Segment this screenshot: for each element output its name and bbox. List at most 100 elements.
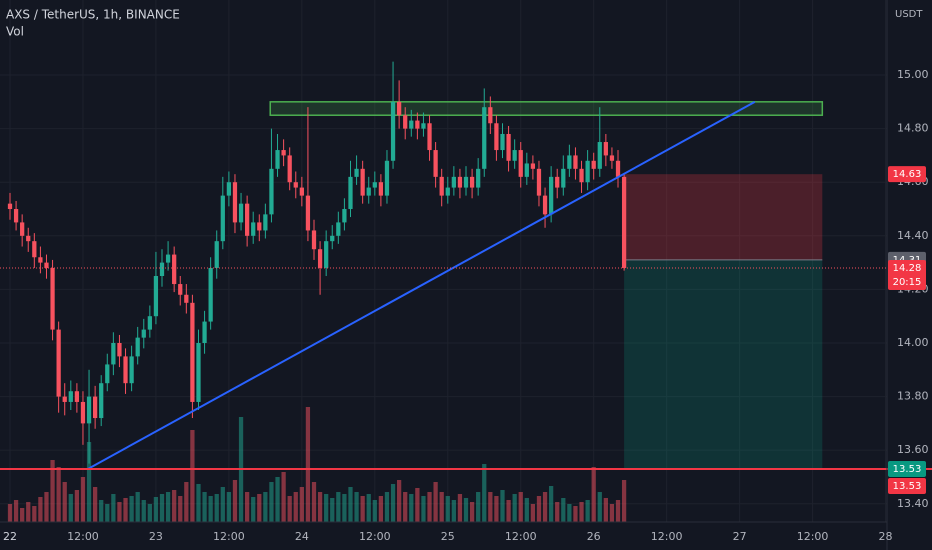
volume-bar bbox=[463, 498, 469, 522]
candle-body bbox=[488, 107, 493, 124]
volume-bar bbox=[354, 492, 359, 522]
volume-bar bbox=[293, 492, 298, 522]
candle-body bbox=[360, 168, 365, 196]
candle-body bbox=[330, 235, 335, 242]
volume-bar bbox=[220, 487, 225, 522]
volume-bar bbox=[214, 494, 219, 522]
stop-loss-zone bbox=[624, 174, 823, 260]
volume-bar bbox=[445, 496, 450, 522]
x-tick-label: 24 bbox=[295, 530, 309, 543]
volume-bar bbox=[403, 492, 408, 522]
candle-body bbox=[421, 123, 426, 129]
price-label-box bbox=[888, 460, 926, 477]
volume-bar bbox=[263, 492, 268, 522]
x-tick-label: 23 bbox=[149, 530, 163, 543]
candle-body bbox=[317, 249, 323, 268]
countdown-label: 20:15 bbox=[893, 277, 922, 288]
volume-bar bbox=[433, 482, 438, 522]
candle-body bbox=[32, 241, 37, 258]
volume-bar bbox=[281, 472, 286, 522]
volume-bar bbox=[500, 490, 505, 522]
candle-body bbox=[555, 176, 560, 188]
candle-body bbox=[105, 364, 110, 384]
volume-bar bbox=[153, 497, 159, 522]
x-tick-label: 25 bbox=[441, 530, 455, 543]
volume-bar bbox=[324, 494, 329, 522]
candle-body bbox=[208, 267, 213, 322]
x-tick-label: 22 bbox=[3, 530, 17, 543]
volume-bar bbox=[530, 504, 536, 522]
volume-bar bbox=[13, 500, 19, 522]
candle-body bbox=[348, 176, 353, 210]
candle-body bbox=[445, 187, 450, 196]
volume-bar bbox=[366, 494, 371, 522]
currency-label: USDT bbox=[895, 9, 923, 20]
volume-bar bbox=[597, 492, 602, 522]
take-profit-zone bbox=[624, 259, 823, 469]
candle-body bbox=[427, 123, 432, 151]
volume-bar bbox=[615, 500, 621, 522]
candle-body bbox=[457, 176, 463, 188]
candle-body bbox=[263, 214, 268, 231]
candle-body bbox=[165, 254, 171, 263]
price-label: 13.53 bbox=[893, 464, 922, 475]
x-tick-label: 27 bbox=[733, 530, 747, 543]
candle-body bbox=[129, 356, 134, 384]
volume-bar bbox=[7, 504, 13, 522]
x-tick-label: 26 bbox=[587, 530, 601, 543]
volume-bar bbox=[129, 496, 134, 522]
volume-bar bbox=[336, 492, 341, 522]
candle-body bbox=[287, 155, 292, 183]
candle-body bbox=[324, 241, 329, 268]
volume-bar bbox=[536, 496, 542, 522]
candle-body bbox=[159, 262, 165, 277]
volume-bar bbox=[609, 504, 615, 522]
candle-body bbox=[542, 195, 548, 215]
candle-body bbox=[135, 337, 140, 357]
volume-bar bbox=[147, 504, 152, 522]
volume-bar bbox=[488, 492, 493, 522]
candle-body bbox=[178, 284, 183, 295]
volume-bar bbox=[38, 497, 43, 522]
volume-bar bbox=[384, 492, 390, 522]
volume-bar bbox=[579, 502, 584, 522]
volume-bar bbox=[348, 487, 353, 522]
volume-bar bbox=[311, 482, 317, 522]
candle-body bbox=[415, 120, 420, 129]
candle-body bbox=[238, 203, 244, 223]
volume-bar bbox=[50, 460, 55, 522]
volume-bar bbox=[555, 502, 560, 522]
volume-bar bbox=[251, 497, 256, 522]
volume-bar bbox=[165, 492, 171, 522]
volume-bar bbox=[135, 492, 140, 522]
y-tick-label: 13.40 bbox=[897, 497, 929, 510]
candle-body bbox=[615, 160, 621, 177]
candle-body bbox=[549, 176, 554, 215]
candle-body bbox=[469, 176, 475, 188]
volume-bar bbox=[506, 500, 511, 522]
volume-bar bbox=[591, 467, 596, 522]
volume-bar bbox=[439, 492, 444, 522]
y-tick-label: 13.80 bbox=[897, 390, 929, 403]
candle-body bbox=[281, 150, 286, 156]
candle-body bbox=[257, 222, 262, 231]
volume-bar bbox=[178, 496, 183, 522]
y-tick-label: 14.80 bbox=[897, 122, 929, 135]
volume-bar bbox=[184, 482, 189, 522]
candle-body bbox=[591, 160, 596, 169]
volume-bar bbox=[482, 464, 487, 522]
candle-body bbox=[366, 187, 371, 196]
volume-bar bbox=[409, 494, 414, 522]
candle-body bbox=[92, 396, 98, 419]
volume-bar bbox=[117, 502, 122, 522]
candle-body bbox=[439, 176, 444, 196]
candle-body bbox=[172, 254, 177, 285]
x-tick-label: 12:00 bbox=[67, 530, 99, 543]
candle-body bbox=[299, 187, 304, 196]
y-tick-label: 15.00 bbox=[897, 68, 929, 81]
candle-body bbox=[500, 133, 505, 151]
candle-body bbox=[378, 182, 384, 196]
candle-body bbox=[275, 150, 280, 169]
volume-bar bbox=[561, 498, 566, 522]
candle-body bbox=[251, 222, 256, 236]
